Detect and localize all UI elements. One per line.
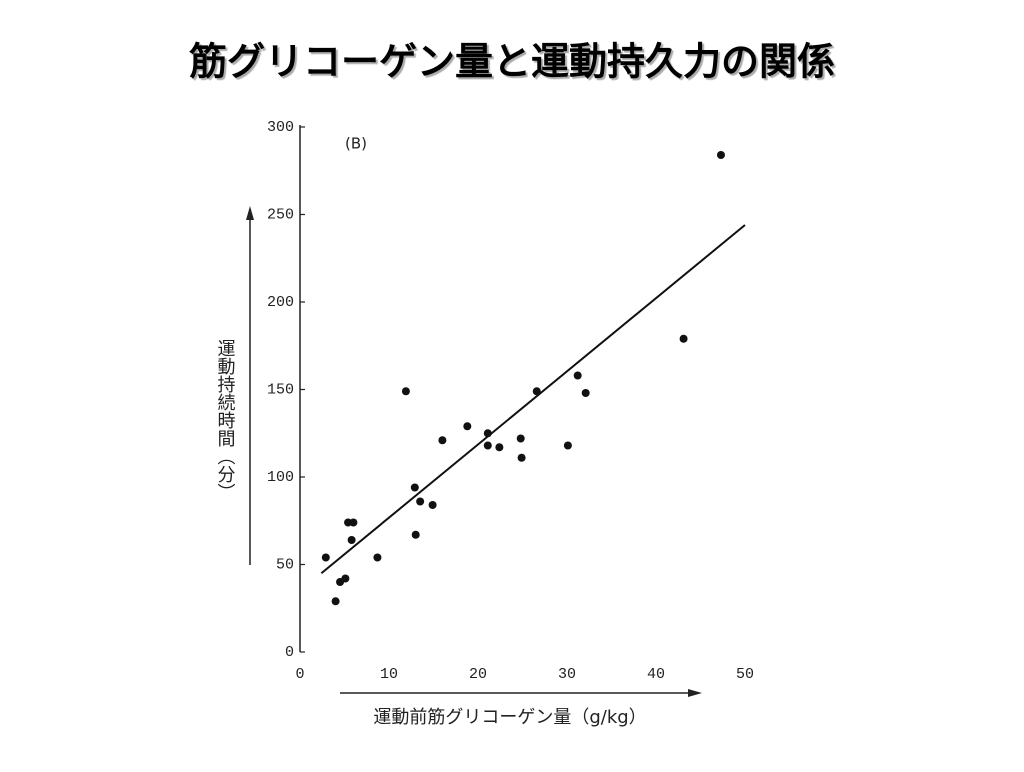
y-arrowhead — [246, 206, 254, 220]
y-tick-label: 200 — [267, 294, 294, 311]
panel-label: (B) — [345, 135, 367, 153]
x-tick-label: 20 — [469, 666, 487, 683]
data-point — [438, 436, 447, 445]
data-point — [331, 597, 340, 606]
data-point — [532, 387, 541, 396]
data-point — [349, 518, 358, 527]
trend-line — [320, 224, 746, 575]
x-axis-label: 運動前筋グリコーゲン量（g/kg） — [373, 707, 646, 728]
data-point — [416, 497, 425, 506]
data-point — [321, 553, 330, 562]
data-point — [517, 453, 526, 462]
y-tick-label: 50 — [276, 556, 294, 573]
data-point — [410, 483, 419, 492]
data-point — [573, 371, 582, 380]
y-tick-label: 0 — [285, 644, 294, 661]
data-point — [428, 501, 437, 509]
data-point — [347, 536, 356, 544]
data-point — [581, 389, 590, 397]
y-tick-label: 150 — [267, 381, 294, 398]
data-point — [563, 441, 572, 450]
data-point — [463, 422, 472, 431]
data-point — [483, 441, 492, 450]
data-point — [495, 443, 504, 452]
data-point — [679, 334, 688, 343]
x-tick-label: 0 — [295, 666, 304, 683]
y-axis-label: 運動持続時間（分） — [215, 339, 236, 501]
x-arrowhead — [688, 689, 702, 697]
x-tick-label: 10 — [380, 666, 398, 683]
data-point — [483, 429, 492, 438]
data-point — [516, 434, 525, 443]
y-tick-label: 100 — [267, 469, 294, 486]
data-point — [373, 553, 382, 562]
data-point — [401, 387, 410, 396]
y-tick-label: 250 — [267, 206, 294, 223]
x-tick-label: 30 — [558, 666, 576, 683]
x-tick-label: 50 — [736, 666, 754, 683]
data-point — [341, 574, 350, 583]
data-point — [716, 151, 725, 159]
y-tick-label: 300 — [267, 119, 294, 136]
x-tick-label: 40 — [647, 666, 665, 683]
data-point — [411, 530, 420, 539]
slide-title: 筋グリコーゲン量と運動持久力の関係 — [189, 40, 835, 84]
